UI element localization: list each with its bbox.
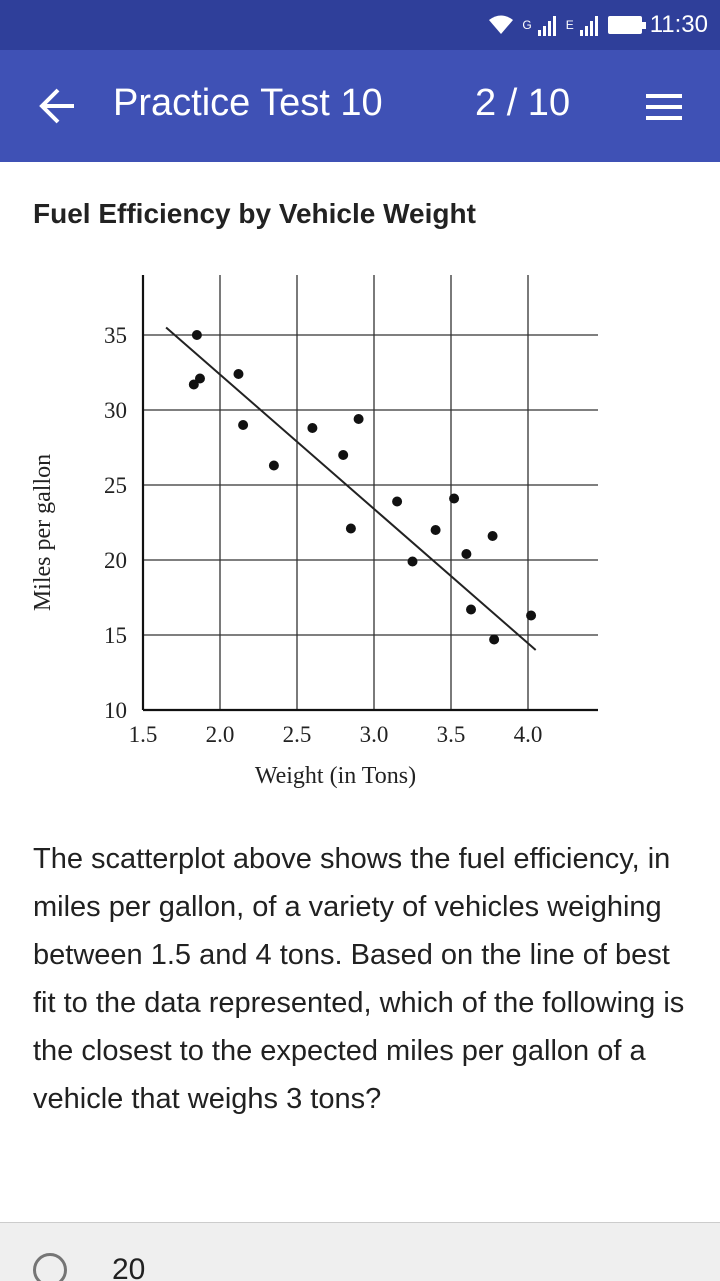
- signal-icon-2: [579, 16, 598, 36]
- menu-icon[interactable]: [646, 94, 682, 120]
- data-point: [392, 496, 403, 507]
- data-point: [407, 556, 418, 567]
- answer-option[interactable]: 20: [0, 1222, 720, 1281]
- data-point: [526, 610, 537, 621]
- x-tick-label: 2.0: [206, 722, 235, 747]
- data-point: [449, 493, 460, 504]
- x-tick-label: 1.5: [129, 722, 158, 747]
- y-tick-label: 30: [104, 398, 127, 423]
- x-tick-label: 3.5: [437, 722, 466, 747]
- wifi-icon: [489, 15, 514, 34]
- question-counter: 2 / 10: [475, 82, 571, 124]
- status-bar: G E 11:30: [0, 0, 720, 50]
- data-point: [489, 634, 500, 645]
- data-point: [430, 525, 441, 535]
- scatter-chart: 1.5 2.0 2.5 3.0 3.5 4.0 10 15 20 25 30 35 Weight (in…: [20, 260, 620, 800]
- x-tick-label: 2.5: [283, 722, 312, 747]
- page-title: Practice Test 10: [113, 82, 383, 124]
- y-axis-label: Miles per gallon: [30, 454, 56, 611]
- question-text: The scatterplot above shows the fuel eff…: [33, 843, 685, 1115]
- battery-icon: [607, 16, 646, 34]
- y-tick-label: 15: [104, 623, 127, 648]
- data-point: [238, 420, 249, 430]
- chart-heading: Fuel Efficiency by Vehicle Weight: [33, 198, 476, 229]
- best-fit-line: [165, 326, 537, 651]
- y-tick-label: 10: [104, 698, 127, 723]
- back-arrow-icon[interactable]: [38, 86, 78, 126]
- data-point: [233, 369, 244, 379]
- y-tick-label: 20: [104, 548, 127, 573]
- data-point: [345, 523, 356, 534]
- data-point: [466, 604, 477, 615]
- data-point: [461, 549, 472, 559]
- x-tick-label: 3.0: [360, 722, 389, 747]
- radio-button[interactable]: [33, 1253, 67, 1281]
- y-tick-label: 35: [104, 323, 127, 348]
- data-point: [191, 330, 202, 340]
- answer-label: 20: [112, 1253, 146, 1281]
- network-type-e: E: [565, 18, 574, 32]
- chart-svg: 1.5 2.0 2.5 3.0 3.5 4.0 10 15 20 25 30 35 Weight (in…: [30, 275, 598, 789]
- clock: 11:30: [649, 11, 708, 38]
- y-tick-label: 25: [104, 473, 127, 498]
- x-axis-label: Weight (in Tons): [255, 763, 416, 789]
- network-type-g: G: [522, 18, 532, 32]
- app-bar: Practice Test 10 2 / 10: [0, 50, 720, 162]
- x-tick-label: 4.0: [514, 722, 543, 747]
- data-point: [487, 531, 498, 541]
- data-point: [194, 373, 205, 384]
- data-point: [353, 414, 364, 424]
- data-point: [268, 460, 279, 471]
- data-point: [307, 423, 318, 433]
- signal-icon: [537, 16, 556, 36]
- data-point: [188, 379, 199, 390]
- data-point: [338, 450, 349, 460]
